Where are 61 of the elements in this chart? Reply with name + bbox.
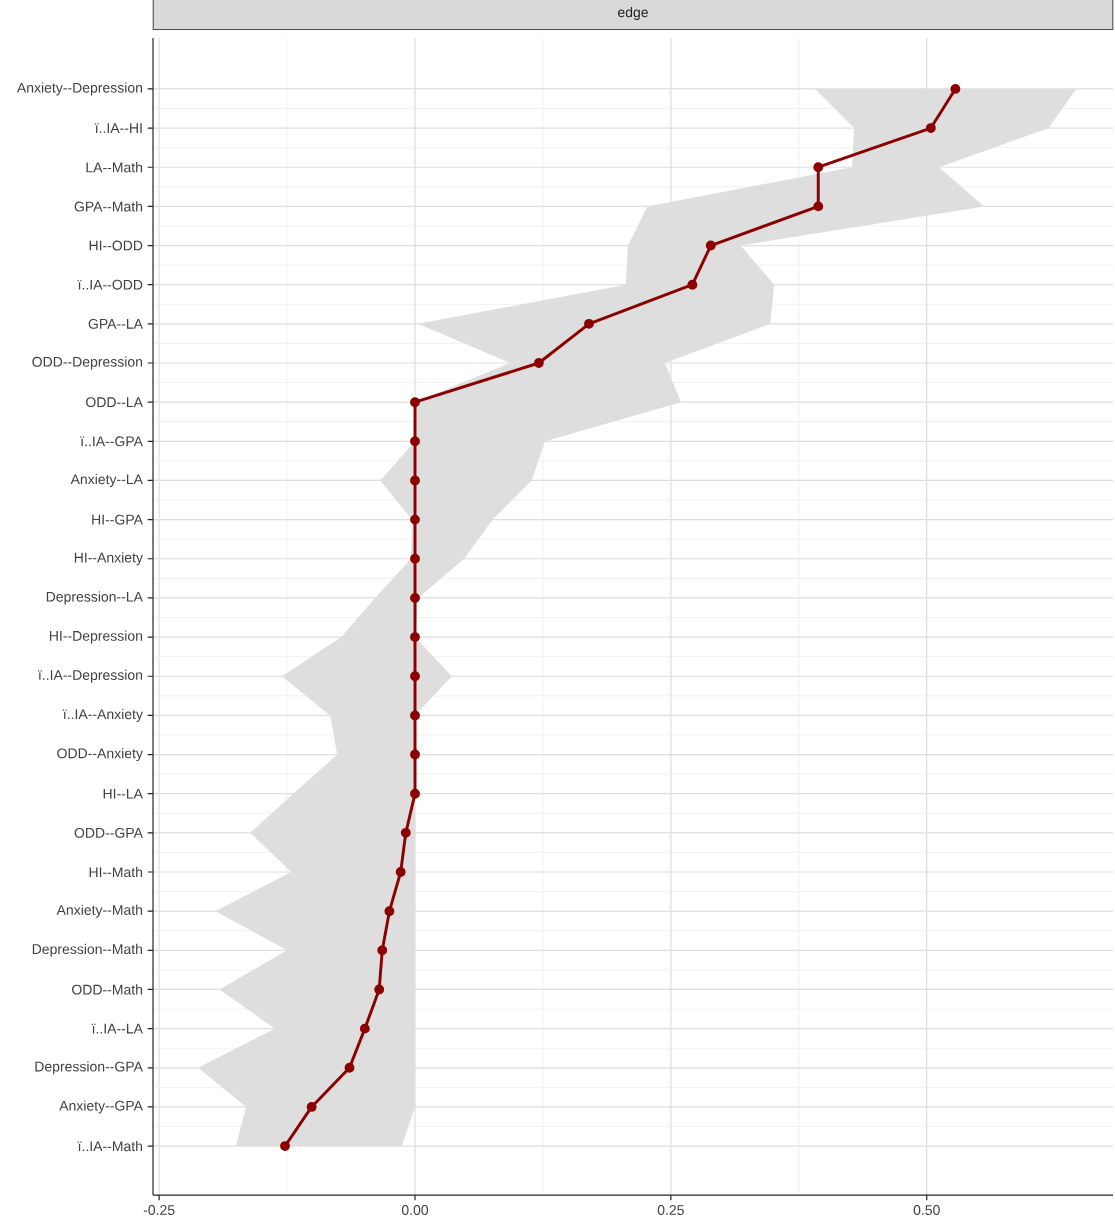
- point: [410, 475, 420, 486]
- point: [410, 553, 420, 564]
- point: [410, 514, 420, 525]
- point: [400, 827, 411, 838]
- y-tick-label: Anxiety--Math: [56, 904, 143, 918]
- point: [925, 123, 936, 134]
- point: [410, 749, 420, 760]
- point: [395, 867, 406, 877]
- y-tick-label: ï..IA--LA: [91, 1023, 143, 1034]
- x-tick-label: 0.00: [401, 1205, 429, 1215]
- point: [306, 1102, 317, 1112]
- y-tick-label: ODD--Math: [72, 984, 143, 995]
- y-tick-label: Anxiety--LA: [70, 473, 143, 487]
- y-tick-label: Depression--LA: [46, 591, 143, 605]
- point: [410, 710, 420, 721]
- y-tick-label: GPA--Math: [74, 201, 143, 212]
- chart-title: edge: [618, 6, 648, 21]
- x-tick-label: 0.25: [657, 1205, 684, 1215]
- y-tick-label: ï..IA--ODD: [77, 279, 143, 290]
- y-tick-label: Anxiety--Depression: [16, 82, 143, 96]
- point: [410, 397, 420, 408]
- y-tick-label: ï..IA--Depression: [37, 669, 143, 683]
- point: [410, 788, 420, 799]
- y-tick-label: ODD--GPA: [74, 827, 143, 838]
- y-tick-label: HI--Depression: [49, 630, 143, 644]
- y-tick-label: HI--ODD: [89, 240, 143, 251]
- y-tick-label: GPA--LA: [88, 318, 143, 329]
- y-tick-label: Depression--Math: [32, 943, 143, 957]
- point: [813, 162, 824, 173]
- y-tick-label: LA--Math: [86, 162, 143, 173]
- point: [377, 945, 388, 956]
- x-tick-label: -0.25: [143, 1205, 175, 1215]
- y-tick-label: ï..IA--Math: [77, 1140, 143, 1152]
- y-tick-label: Anxiety--GPA: [59, 1100, 143, 1114]
- y-tick-label: HI--Anxiety: [74, 552, 143, 566]
- y-tick-label: ODD--Anxiety: [57, 748, 143, 762]
- point: [687, 279, 698, 290]
- y-tick-label: ODD--Depression: [32, 356, 143, 370]
- y-tick-label: ï..IA--HI: [94, 123, 142, 133]
- y-tick-label: ODD--LA: [86, 397, 143, 408]
- point: [374, 984, 385, 995]
- point: [705, 240, 716, 251]
- point: [950, 83, 961, 94]
- point: [410, 671, 420, 682]
- y-tick-label: ï..IA--GPA: [80, 436, 143, 447]
- y-tick-label: ï..IA--Anxiety: [62, 708, 143, 722]
- point: [410, 632, 420, 643]
- point: [813, 201, 824, 212]
- x-tick-label: 0.50: [913, 1205, 940, 1215]
- point: [533, 358, 544, 368]
- y-tick-label: HI--LA: [103, 788, 143, 799]
- point: [410, 436, 420, 447]
- y-tick-label: Depression--GPA: [35, 1061, 143, 1075]
- point: [280, 1141, 290, 1152]
- point: [359, 1023, 370, 1034]
- point: [410, 592, 420, 603]
- point: [344, 1062, 355, 1073]
- y-tick-label: HI--Math: [89, 866, 143, 878]
- y-tick-label: HI--GPA: [92, 514, 143, 525]
- point: [384, 906, 395, 917]
- point: [584, 318, 594, 329]
